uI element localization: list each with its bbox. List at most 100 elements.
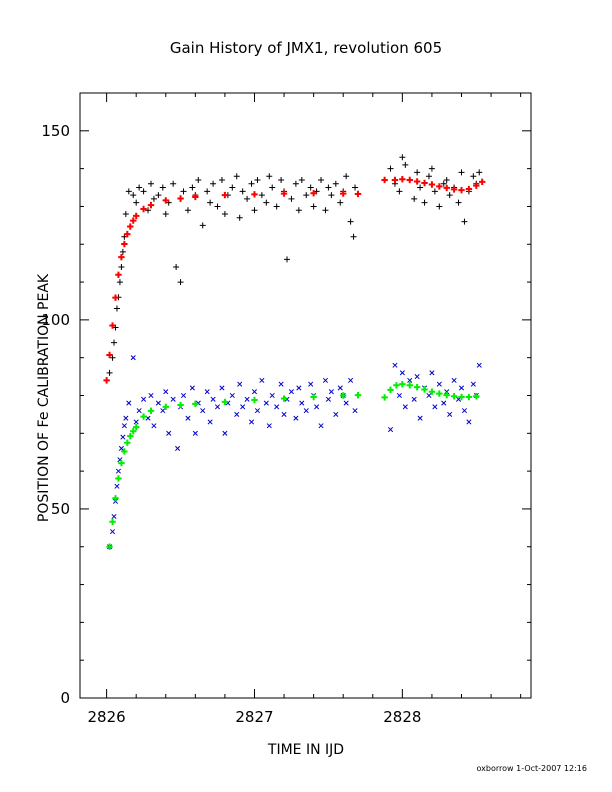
data-point	[340, 392, 347, 399]
data-point	[446, 192, 453, 199]
data-point	[310, 393, 317, 401]
data-point	[221, 211, 228, 217]
data-point	[298, 176, 305, 183]
data-point	[392, 362, 398, 368]
data-point	[148, 392, 154, 399]
data-point	[333, 411, 339, 417]
data-point	[269, 184, 276, 191]
data-point	[479, 178, 486, 186]
data-point	[189, 184, 196, 191]
data-point	[322, 207, 329, 214]
plot-frame	[79, 92, 532, 699]
data-point	[337, 199, 344, 206]
data-point	[112, 294, 119, 301]
data-point	[407, 377, 413, 383]
series-3	[106, 380, 480, 550]
data-point	[229, 184, 236, 191]
data-point	[473, 393, 480, 400]
data-point	[210, 396, 216, 402]
data-point	[109, 518, 116, 525]
data-point	[406, 176, 413, 184]
y-axis: 0 50 100 150	[41, 122, 531, 707]
data-point	[127, 223, 134, 230]
data-point	[328, 192, 335, 199]
data-point	[239, 188, 246, 195]
y-tick-label: 0	[60, 689, 70, 707]
data-point	[441, 400, 447, 406]
data-point	[411, 195, 418, 202]
data-point	[132, 212, 140, 220]
data-point	[303, 192, 310, 199]
data-point	[185, 415, 191, 421]
data-point	[210, 180, 217, 187]
data-point	[421, 199, 428, 206]
data-point	[177, 279, 184, 286]
data-point	[411, 396, 417, 402]
data-point	[354, 190, 362, 198]
data-point	[350, 233, 357, 240]
data-point	[177, 401, 184, 409]
data-point	[266, 423, 272, 429]
plot-marks	[103, 154, 486, 550]
data-point	[440, 180, 447, 187]
data-point	[119, 248, 126, 255]
data-point	[244, 195, 251, 202]
data-point	[130, 217, 137, 224]
x-axis-title: TIME IN IJD	[267, 742, 344, 758]
data-point	[470, 381, 476, 387]
data-point	[163, 389, 169, 395]
data-point	[381, 394, 388, 401]
data-point	[130, 428, 137, 435]
data-point	[466, 419, 472, 425]
series-1	[107, 355, 482, 550]
data-point	[322, 377, 329, 383]
data-point	[229, 392, 235, 399]
data-point	[259, 377, 265, 383]
data-point	[121, 423, 127, 429]
data-point	[278, 176, 285, 183]
data-point	[103, 377, 110, 384]
data-point	[125, 188, 132, 195]
data-point	[308, 381, 314, 387]
x-axis: 2826 2827 2828	[88, 93, 522, 726]
data-point	[122, 211, 129, 217]
data-point	[106, 351, 113, 359]
data-point	[233, 173, 240, 180]
data-point	[278, 381, 284, 387]
data-point	[155, 192, 162, 199]
data-point	[155, 400, 161, 406]
data-point	[221, 398, 229, 406]
data-point	[132, 423, 140, 431]
data-point	[476, 169, 483, 176]
data-point	[280, 395, 288, 402]
data-point	[293, 415, 299, 421]
data-point	[340, 190, 347, 197]
data-point	[130, 192, 137, 199]
data-point	[127, 432, 134, 440]
data-point	[214, 404, 221, 410]
data-point	[396, 392, 402, 399]
data-point	[426, 392, 432, 399]
x-tick-label: 2826	[88, 708, 126, 726]
data-point	[263, 199, 270, 206]
data-point	[337, 385, 343, 391]
data-point	[237, 381, 243, 387]
data-point	[436, 183, 443, 190]
data-point	[116, 279, 123, 286]
data-point	[399, 154, 406, 161]
data-point	[113, 305, 120, 312]
data-point	[307, 184, 314, 191]
data-point	[428, 181, 436, 188]
data-point	[123, 415, 129, 421]
data-point	[476, 362, 482, 368]
data-point	[288, 389, 295, 395]
data-point	[413, 383, 421, 391]
data-point	[299, 400, 305, 406]
data-point	[406, 382, 413, 389]
data-point	[343, 400, 349, 406]
y-tick-label: 150	[41, 122, 70, 140]
data-point	[180, 392, 187, 399]
data-point	[162, 211, 169, 217]
series-2	[103, 176, 486, 384]
data-point	[274, 404, 280, 410]
